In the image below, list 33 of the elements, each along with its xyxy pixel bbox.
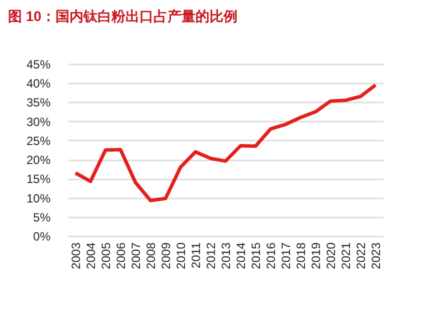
x-tick-label: 2014 <box>234 242 248 270</box>
x-tick-label: 2009 <box>159 242 173 270</box>
x-tick-label: 2015 <box>249 242 263 270</box>
y-tick-label: 25% <box>26 134 51 148</box>
y-tick-label: 10% <box>26 191 51 206</box>
y-tick-label: 0% <box>33 230 51 244</box>
y-tick-label: 30% <box>26 114 51 129</box>
y-tick-label: 20% <box>26 153 51 168</box>
x-tick-label: 2003 <box>69 242 83 270</box>
x-tick-label: 2017 <box>279 242 293 270</box>
x-tick-label: 2012 <box>204 242 218 270</box>
x-tick-label: 2022 <box>354 242 368 270</box>
y-tick-label: 5% <box>33 210 51 224</box>
x-tick-label: 2023 <box>369 242 383 270</box>
y-tick-label: 45% <box>26 58 51 72</box>
x-tick-label: 2021 <box>339 242 353 270</box>
x-tick-label: 2010 <box>174 242 188 270</box>
x-tick-label: 2006 <box>114 242 128 270</box>
x-tick-label: 2018 <box>294 242 308 270</box>
x-tick-label: 2004 <box>84 242 98 270</box>
line-series <box>74 83 378 202</box>
x-tick-label: 2019 <box>309 242 323 270</box>
y-tick-label: 40% <box>26 76 51 91</box>
x-tick-label: 2011 <box>189 242 203 268</box>
x-tick-label: 2005 <box>99 242 113 270</box>
y-tick-label: 15% <box>26 172 51 186</box>
x-tick-label: 2016 <box>264 242 278 270</box>
y-tick-label: 35% <box>26 96 51 110</box>
x-tick-label: 2008 <box>144 242 158 270</box>
x-tick-label: 2007 <box>129 242 143 270</box>
chart-title: 图 10：国内钛白粉出口占产量的比例 <box>8 8 238 24</box>
x-tick-label: 2020 <box>324 242 338 270</box>
x-tick-label: 2013 <box>219 242 233 270</box>
